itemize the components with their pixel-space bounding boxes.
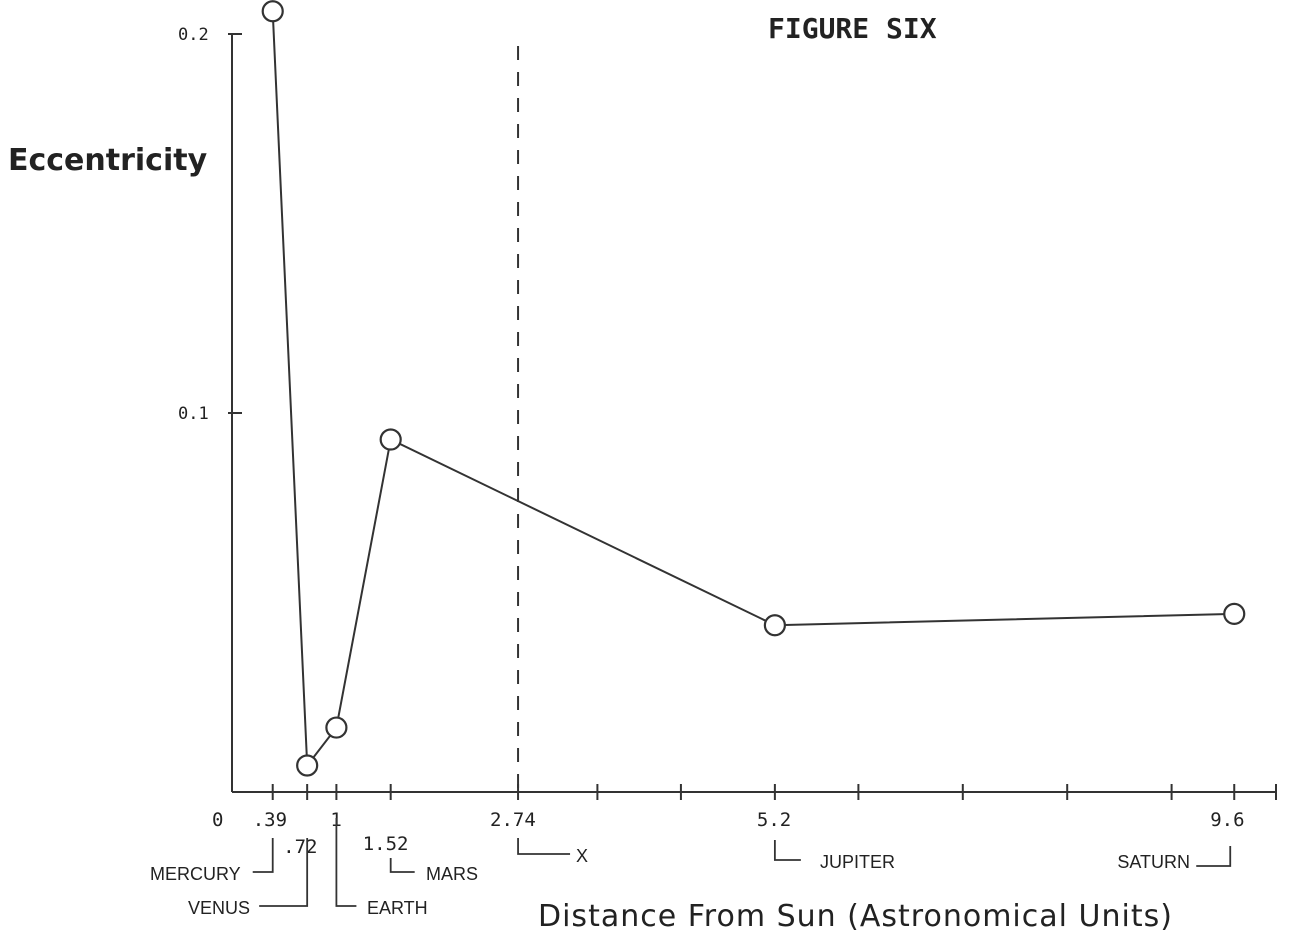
y-tick-label: 0.1 xyxy=(178,404,209,424)
planet-label-mars: MARS xyxy=(426,864,478,884)
y-tick-label: 0.2 xyxy=(178,25,209,45)
x-axis-label: Distance From Sun (Astronomical Units) xyxy=(538,899,1173,934)
x-tick-label-mars: 1.52 xyxy=(363,833,409,855)
leader-saturn xyxy=(1196,846,1232,867)
data-point-mars xyxy=(379,428,402,451)
data-point-earth xyxy=(325,716,348,739)
planet-label-earth: EARTH xyxy=(367,898,428,918)
data-point-saturn xyxy=(1223,602,1246,625)
marker-x-tick-label: 2.74 xyxy=(490,809,536,831)
eccentricity-series-line xyxy=(271,11,1235,769)
leader-mars xyxy=(389,858,415,873)
leader-earth xyxy=(335,818,357,907)
data-point-mercury xyxy=(261,0,284,23)
planet-label-jupiter: JUPITER xyxy=(820,852,895,872)
data-point-venus xyxy=(296,754,319,777)
y-axis-label: Eccentricity xyxy=(8,143,208,178)
planet-label-saturn: SATURN xyxy=(1117,852,1190,872)
marker-leader xyxy=(517,838,571,855)
leader-venus xyxy=(259,838,309,907)
data-point-jupiter xyxy=(763,614,786,637)
planet-label-mercury: MERCURY xyxy=(150,864,241,884)
leader-jupiter xyxy=(773,840,801,861)
x-tick-label-zero: 0 xyxy=(212,809,223,831)
x-tick-label-jupiter: 5.2 xyxy=(757,809,791,831)
x-tick-label-mercury: .39 xyxy=(253,809,287,831)
planet-label-venus: VENUS xyxy=(188,898,250,918)
chart-title: FIGURE SIX xyxy=(768,12,937,45)
leader-mercury xyxy=(252,838,274,873)
x-tick-label-venus: .72 xyxy=(283,836,317,858)
marker-name-label: X xyxy=(576,846,588,866)
x-tick-label-saturn: 9.6 xyxy=(1210,809,1244,831)
